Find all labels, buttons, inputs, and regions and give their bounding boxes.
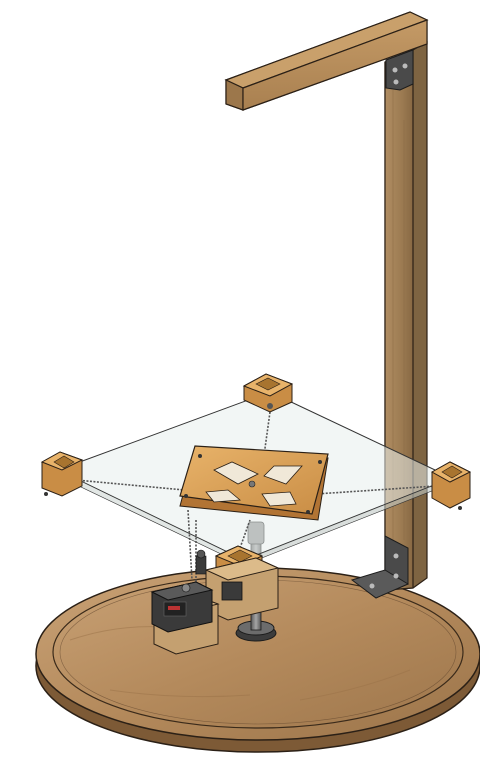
bottom-corner-bracket [350, 535, 410, 599]
corner-block-right [430, 461, 472, 510]
motor-mount-right [204, 557, 280, 621]
corner-block-back [242, 373, 294, 413]
servo-motor [150, 581, 214, 633]
moving-platform [179, 445, 329, 521]
corner-block-left [40, 451, 84, 497]
vertical-post [384, 40, 428, 591]
top-corner-bracket [385, 49, 414, 91]
round-base [35, 567, 480, 753]
top-beam [224, 11, 429, 111]
small-pulley [195, 549, 207, 575]
